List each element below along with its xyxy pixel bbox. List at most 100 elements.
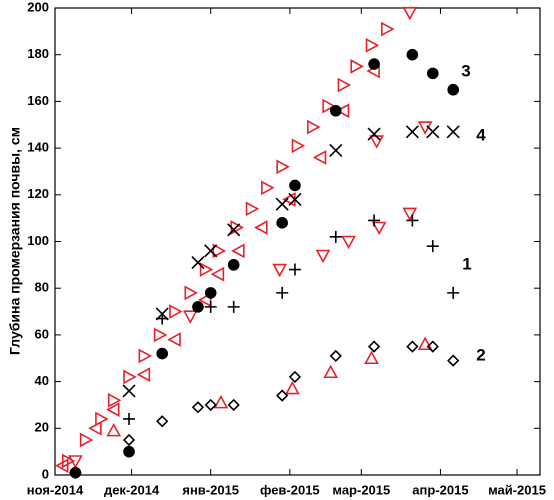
data-point <box>329 143 343 158</box>
x-tick-label: янв-2015 <box>182 482 239 497</box>
series-annotation: 2 <box>476 345 485 364</box>
data-point <box>156 312 169 325</box>
data-point <box>341 235 356 250</box>
data-point <box>371 221 387 236</box>
y-axis-label: Глубина промерзания почвы, см <box>7 127 23 355</box>
data-point <box>368 214 381 227</box>
data-point <box>406 214 419 227</box>
data-point <box>285 380 300 395</box>
data-point <box>289 179 301 192</box>
data-point <box>426 125 440 139</box>
data-point <box>426 240 439 253</box>
data-point <box>138 348 153 364</box>
data-point <box>227 223 241 237</box>
data-point <box>402 207 418 222</box>
data-point <box>123 412 136 425</box>
y-tick-label: 180 <box>27 46 49 61</box>
data-point <box>367 127 381 141</box>
data-point <box>315 249 331 264</box>
data-point <box>312 150 327 165</box>
data-point <box>307 119 321 135</box>
data-point <box>254 220 268 235</box>
data-point <box>335 103 350 119</box>
data-point <box>276 217 288 229</box>
y-tick-label: 140 <box>27 140 49 155</box>
data-point <box>365 38 380 53</box>
data-point <box>156 415 169 428</box>
data-point <box>276 389 289 402</box>
data-point <box>447 354 460 367</box>
data-point <box>282 192 296 207</box>
data-point <box>106 422 122 437</box>
y-tick-label: 20 <box>35 420 49 435</box>
data-point <box>322 98 336 114</box>
data-point <box>272 263 287 278</box>
data-point <box>54 458 69 474</box>
data-point <box>122 384 136 398</box>
data-point <box>191 255 205 270</box>
y-tick-label: 100 <box>27 233 49 248</box>
data-point <box>182 310 198 324</box>
data-point <box>288 192 302 207</box>
data-point <box>191 401 205 414</box>
data-point <box>275 197 289 211</box>
data-point <box>169 304 183 319</box>
data-point <box>406 340 419 353</box>
data-point <box>261 180 275 196</box>
data-point <box>184 285 198 301</box>
data-point <box>364 350 379 365</box>
data-point <box>329 349 342 363</box>
data-point <box>350 59 364 74</box>
x-tick-label: дек-2014 <box>104 482 160 497</box>
x-tick-label: мар-2015 <box>332 482 390 497</box>
data-point <box>123 445 135 458</box>
x-tick-label: апр-2015 <box>412 482 468 497</box>
data-point <box>288 370 302 384</box>
data-point <box>68 455 83 469</box>
data-point <box>106 402 120 417</box>
y-tick-label: 60 <box>35 326 49 341</box>
data-point <box>204 287 217 299</box>
data-point <box>323 364 339 379</box>
data-point <box>197 292 212 308</box>
data-point <box>402 6 418 21</box>
y-tick-label: 0 <box>42 466 49 481</box>
data-point <box>69 466 82 479</box>
x-tick-label: май-2015 <box>488 482 546 497</box>
x-tick-label: фев-2015 <box>260 482 320 497</box>
series-annotation: 4 <box>476 125 486 144</box>
data-point <box>288 263 301 276</box>
data-point <box>88 420 102 436</box>
data-point <box>227 398 240 412</box>
data-point <box>212 243 227 259</box>
data-point <box>213 394 229 409</box>
data-point <box>136 367 151 382</box>
data-point <box>337 77 352 93</box>
data-point <box>405 125 419 139</box>
data-point <box>204 244 218 258</box>
data-point <box>406 48 419 61</box>
data-point <box>210 266 225 282</box>
data-point <box>156 347 169 360</box>
series-annotation: 3 <box>461 61 470 80</box>
data-point <box>446 125 460 139</box>
y-tick-label: 80 <box>35 280 49 295</box>
data-point <box>381 21 395 37</box>
data-point <box>291 138 306 154</box>
data-point <box>204 398 217 412</box>
data-point <box>447 286 460 299</box>
y-tick-label: 160 <box>27 93 49 108</box>
data-point <box>368 58 380 70</box>
data-point <box>227 300 240 313</box>
data-point <box>199 262 214 277</box>
data-point <box>107 392 122 408</box>
y-tick-label: 200 <box>27 0 49 14</box>
data-point <box>167 332 181 347</box>
y-tick-label: 120 <box>27 186 49 201</box>
data-point <box>329 230 342 243</box>
data-point <box>426 67 439 80</box>
data-point <box>417 336 433 351</box>
data-point <box>245 201 260 217</box>
